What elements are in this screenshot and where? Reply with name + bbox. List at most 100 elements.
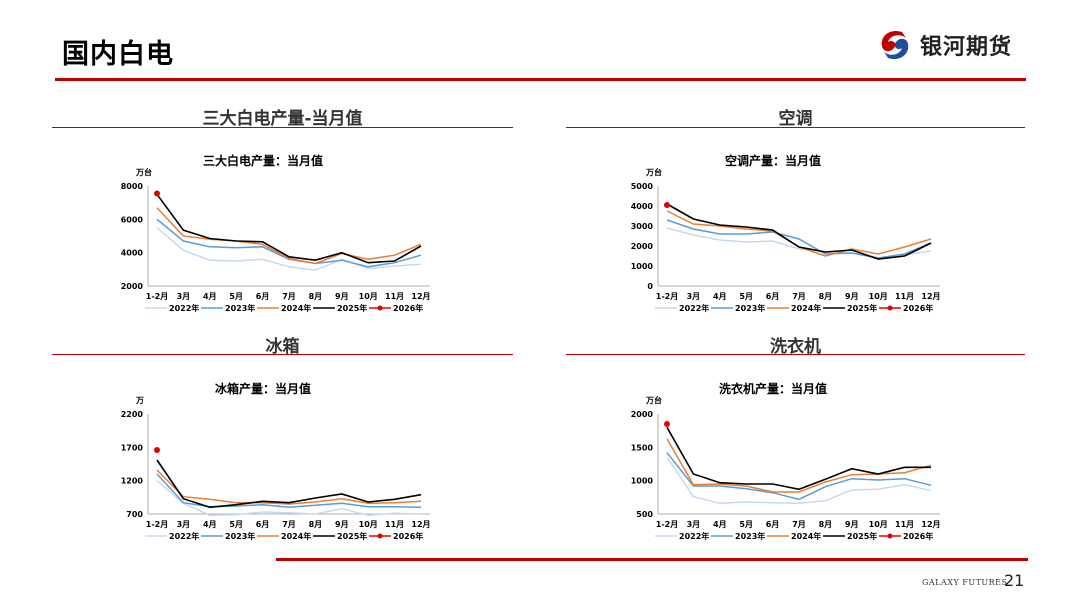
chart-title: 冰箱产量：当月值: [215, 381, 311, 396]
x-tick-label: 10月: [869, 520, 888, 529]
x-tick-label: 4月: [713, 520, 727, 529]
legend-label: 2025年: [337, 531, 367, 541]
legend-label: 2024年: [281, 303, 311, 313]
y-tick-label: 6000: [121, 215, 144, 224]
series-line-2025年: [156, 193, 422, 264]
x-tick-label: 9月: [845, 292, 859, 301]
x-tick-label: 3月: [177, 520, 191, 529]
galaxy-futures-logo: 银河期货: [876, 28, 1012, 62]
series-point-2026年: [664, 202, 670, 208]
y-tick-label: 4000: [121, 249, 144, 258]
section-heading-refrigerator: 冰箱: [265, 337, 300, 357]
x-tick-label: 8月: [819, 520, 833, 529]
x-tick-label: 6月: [766, 292, 780, 301]
x-tick-label: 5月: [229, 292, 243, 301]
x-tick-label: 12月: [921, 292, 940, 301]
chart-white-goods: 三大白电产量：当月值 万台 2000 4000 6000 8000 1-2月 3月 4月 5月 6月…: [100, 148, 460, 318]
legend-label: 2023年: [735, 303, 765, 313]
x-tick-label: 5月: [739, 520, 753, 529]
y-tick-label: 4000: [631, 202, 654, 211]
x-tick-label: 4月: [203, 292, 217, 301]
x-tick-label: 11月: [385, 292, 404, 301]
x-tick-label: 12月: [411, 292, 430, 301]
series-line-2023年: [666, 219, 932, 259]
x-tick-label: 8月: [309, 292, 323, 301]
y-tick-label: 700: [126, 510, 143, 519]
y-tick-label: 1200: [121, 477, 144, 486]
x-tick-label: 8月: [819, 292, 833, 301]
series-point-2026年: [154, 447, 160, 453]
series-line-2025年: [156, 459, 422, 509]
section-rule: [52, 127, 513, 128]
chart-title: 洗衣机产量：当月值: [719, 381, 827, 396]
galaxy-logo-icon: [881, 30, 909, 60]
y-unit-label: 万台: [645, 167, 662, 177]
legend-marker-2026年: [377, 533, 383, 539]
y-tick-label: 500: [636, 510, 653, 519]
section-rule: [52, 354, 513, 355]
y-tick-label: 0: [647, 282, 653, 291]
x-tick-label: 9月: [335, 520, 349, 529]
x-tick-label: 8月: [309, 520, 323, 529]
footer-brand: GALAXY FUTURES: [922, 578, 1008, 587]
legend-label: 2026年: [393, 531, 423, 541]
series-point-2026年: [664, 421, 670, 427]
y-tick-label: 5000: [631, 182, 654, 191]
y-tick-label: 1500: [631, 443, 654, 452]
x-tick-label: 3月: [687, 292, 701, 301]
series-line-2023年: [666, 452, 932, 501]
chart-refrigerator: 冰箱产量：当月值万 700 1200 1700 2200 1-2月 3月 4月 5月 6月 7月 8月…: [100, 376, 460, 546]
y-tick-label: 2000: [121, 282, 144, 291]
chart-title: 三大白电产量：当月值: [203, 153, 323, 168]
legend-marker-2026年: [377, 305, 383, 311]
series-line-2023年: [156, 473, 422, 509]
legend-label: 2024年: [791, 303, 821, 313]
logo-text: 银河期货: [920, 35, 1013, 60]
x-tick-label: 4月: [713, 292, 727, 301]
x-tick-label: 7月: [282, 520, 296, 529]
series-line-2024年: [156, 469, 422, 505]
y-tick-label: 2000: [631, 410, 654, 419]
section-heading-air-conditioner: 空调: [778, 109, 813, 129]
x-tick-label: 7月: [792, 292, 806, 301]
x-tick-label: 5月: [229, 520, 243, 529]
legend-label: 2022年: [169, 303, 199, 313]
legend-marker-2026年: [887, 305, 893, 311]
y-tick-label: 1000: [631, 262, 654, 271]
legend-label: 2026年: [903, 531, 933, 541]
section-heading-white-goods: 三大白电产量-当月值: [202, 109, 363, 129]
legend-label: 2026年: [393, 303, 423, 313]
y-tick-label: 1000: [631, 477, 654, 486]
legend-label: 2022年: [169, 531, 199, 541]
series-line-2025年: [666, 203, 932, 260]
legend-label: 2024年: [281, 531, 311, 541]
y-unit-label: 万台: [645, 395, 662, 405]
x-tick-label: 1-2月: [146, 292, 168, 301]
page-title: 国内白电: [62, 39, 174, 70]
x-tick-label: 10月: [359, 520, 378, 529]
legend-label: 2022年: [679, 303, 709, 313]
x-tick-label: 11月: [895, 520, 914, 529]
series-line-2022年: [666, 456, 932, 505]
series-line-2024年: [666, 438, 932, 493]
legend-label: 2026年: [903, 303, 933, 313]
section-rule: [566, 127, 1025, 128]
x-tick-label: 9月: [335, 292, 349, 301]
legend-label: 2025年: [847, 531, 877, 541]
x-tick-label: 7月: [282, 292, 296, 301]
y-tick-label: 8000: [121, 182, 144, 191]
series-line-2022年: [666, 227, 932, 259]
x-tick-label: 7月: [792, 520, 806, 529]
section-heading-washing-machine: 洗衣机: [770, 337, 821, 357]
series-line-2022年: [156, 227, 422, 271]
series-point-2026年: [154, 190, 160, 197]
x-tick-label: 6月: [256, 520, 270, 529]
y-unit-label: 万台: [135, 167, 152, 177]
x-tick-label: 11月: [385, 520, 404, 529]
y-unit-label: 万: [135, 396, 144, 405]
x-tick-label: 3月: [177, 292, 191, 301]
